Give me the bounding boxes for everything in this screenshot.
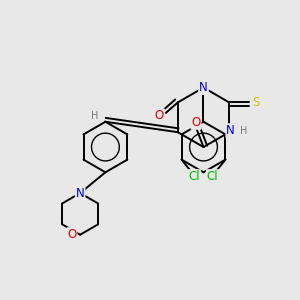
Text: O: O (191, 116, 201, 129)
Text: N: N (76, 187, 85, 200)
Text: Cl: Cl (189, 170, 200, 183)
Text: N: N (199, 81, 208, 94)
Text: Cl: Cl (207, 170, 218, 183)
Text: N: N (226, 124, 235, 137)
Text: S: S (252, 96, 260, 109)
Text: O: O (155, 109, 164, 122)
Text: O: O (67, 228, 76, 241)
Text: H: H (91, 111, 99, 121)
Text: H: H (240, 126, 248, 136)
